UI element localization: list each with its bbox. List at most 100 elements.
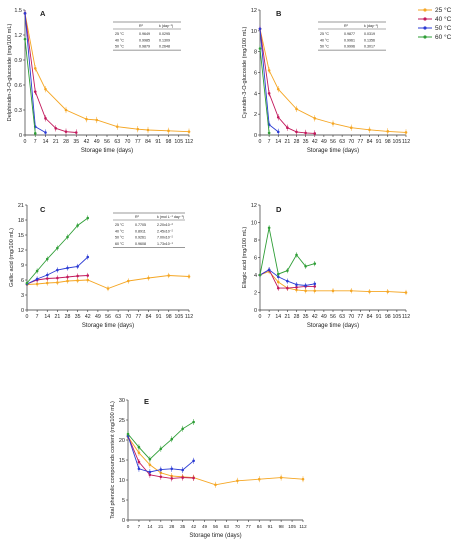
x-tick-label: 0 [24, 139, 27, 145]
y-tick-label: 25 [119, 418, 125, 424]
data-point [181, 427, 184, 431]
x-tick-label: 84 [367, 314, 373, 320]
x-tick-label: 35 [303, 314, 309, 320]
data-point [86, 278, 90, 282]
data-point [66, 279, 69, 283]
data-point [313, 117, 317, 120]
y-tick-label: 6 [254, 71, 257, 77]
x-tick-label: 0 [26, 314, 29, 320]
data-point [56, 281, 59, 284]
y-tick-label: 0.3 [14, 108, 22, 114]
x-tick-label: 42 [84, 139, 90, 145]
x-tick-label: 14 [275, 139, 281, 145]
x-tick-label: 49 [94, 139, 100, 145]
series-60c [25, 215, 90, 286]
data-point [258, 273, 262, 277]
x-tick-label: 0 [127, 524, 130, 529]
x-tick-label: 7 [268, 314, 271, 320]
x-tick-label: 112 [185, 139, 193, 145]
y-tick-label: 12 [251, 8, 257, 14]
x-tick-label: 70 [348, 139, 354, 145]
x-tick-label: 77 [357, 314, 363, 320]
legend-marker [423, 8, 427, 12]
data-point [126, 432, 130, 436]
x-tick-label: 98 [279, 524, 285, 529]
data-point [35, 282, 39, 286]
data-point [115, 125, 119, 128]
y-tick-label: 15 [119, 458, 125, 464]
y-tick-label: 5 [122, 498, 125, 504]
table-cell: 0.9261 [135, 236, 146, 240]
series-line [24, 39, 36, 134]
x-tick-label: 91 [376, 139, 382, 145]
data-point [45, 281, 49, 285]
table-cell: 7.00x10⁻² [157, 236, 174, 240]
table-cell: 2.45x10⁻² [157, 229, 174, 233]
data-point [44, 87, 47, 91]
data-point [301, 477, 305, 481]
panel-c: 0 3 6 9 12 15 18 21 0 7 14 21 28 35 42 49 56 63 70 77 84 91 98… [9, 203, 193, 329]
table-cell: 40 °C [115, 38, 124, 42]
x-tick-label: 35 [303, 139, 309, 145]
table-cell: 50 °C [320, 45, 329, 49]
x-tick-label: 56 [213, 524, 219, 529]
y-tick-label: 8 [254, 238, 257, 244]
data-point [76, 265, 79, 268]
data-point [349, 289, 353, 293]
x-tick-label: 56 [330, 314, 336, 320]
data-point [56, 246, 59, 250]
data-point [214, 483, 217, 487]
data-point [86, 274, 90, 277]
table-cell: 0.9996 [344, 45, 355, 49]
legend-marker [423, 17, 427, 21]
x-tick-label: 105 [174, 139, 183, 145]
data-point [167, 274, 171, 277]
panel-letter: C [40, 205, 46, 214]
y-tick-label: 10 [251, 221, 257, 227]
data-point [286, 269, 289, 272]
x-tick-label: 0 [259, 314, 262, 320]
panel-letter: D [276, 205, 282, 214]
data-point [23, 12, 27, 15]
x-tick-label: 21 [53, 139, 59, 145]
x-tick-label: 63 [224, 524, 230, 529]
table-cell: 0.1309 [159, 38, 170, 42]
kinetics-table: R² k (day⁻¹) 25 °C 0.9649 0.0295 40 °C 0.9985 0… [113, 21, 181, 51]
series-60c [258, 45, 271, 137]
data-point [181, 476, 184, 479]
data-point [45, 277, 49, 280]
y-tick-label: 12 [251, 203, 257, 209]
x-tick-label: 7 [138, 524, 141, 529]
series-25c [23, 10, 191, 135]
y-tick-label: 30 [119, 398, 125, 404]
x-tick-label: 105 [393, 314, 402, 320]
x-tick-label: 98 [166, 139, 172, 145]
data-point [44, 117, 47, 120]
data-point [86, 255, 90, 259]
x-axis-label: Storage time (days) [82, 323, 134, 329]
x-tick-label: 28 [294, 314, 300, 320]
data-point [404, 291, 408, 294]
y-axis-label: Delphinidin-3-O-glucoside (mg/100 mL) [7, 24, 13, 122]
series-line [259, 28, 279, 133]
data-point [276, 286, 280, 290]
data-point [76, 279, 79, 282]
data-point [33, 67, 37, 70]
data-point [313, 262, 317, 265]
panel-letter: A [40, 9, 46, 18]
series-60c [258, 225, 317, 278]
y-tick-label: 6 [254, 256, 257, 262]
x-tick-label: 28 [63, 139, 69, 145]
x-tick-label: 84 [146, 314, 152, 320]
x-tick-label: 91 [268, 524, 274, 529]
x-tick-label: 7 [34, 139, 37, 145]
data-point [279, 476, 283, 479]
x-tick-label: 98 [385, 314, 391, 320]
data-point [159, 468, 163, 471]
x-tick-label: 49 [202, 524, 208, 529]
y-tick-label: 0 [122, 518, 125, 524]
x-tick-label: 105 [393, 139, 402, 145]
series-line [127, 436, 304, 486]
series-40c [126, 433, 195, 482]
